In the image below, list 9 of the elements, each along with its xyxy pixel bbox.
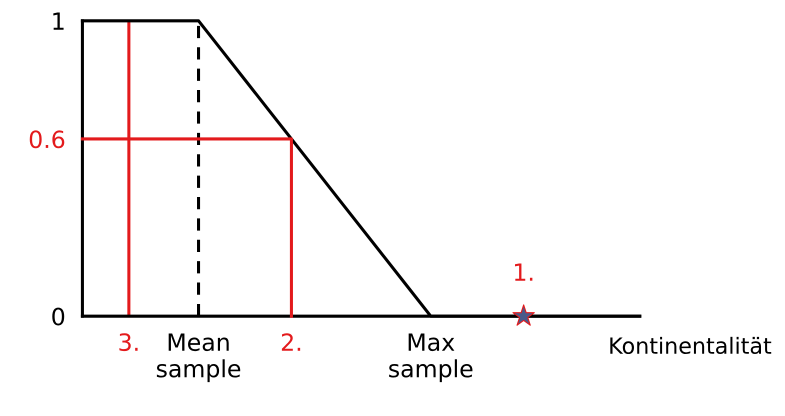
y-tick-label: 1 (53, 12, 64, 30)
x-tick-label: 3. (119, 333, 138, 352)
x-tick-label: 2. (282, 333, 300, 351)
annotation: 1. (514, 263, 532, 281)
x-tick-label: Max sample (389, 334, 472, 382)
y-tick-label: 0 (52, 308, 64, 326)
y-tick-label: 0.6 (30, 130, 64, 148)
x-axis-title: Kontinentalität (610, 336, 772, 354)
x-tick-label: Mean sample (156, 334, 240, 382)
